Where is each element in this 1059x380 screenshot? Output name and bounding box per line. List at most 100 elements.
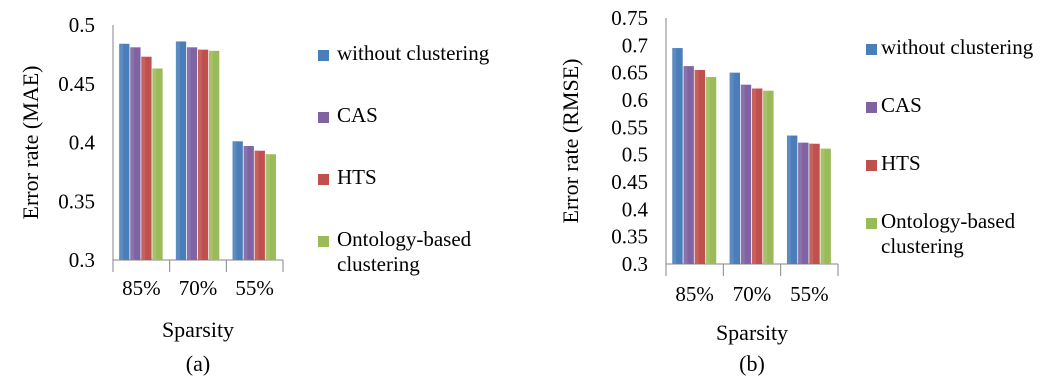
- chart-b: 0.3 0.35 0.4 0.45 0.5 0.55 0.6 0.65 0.7 0.75 85% 70…: [558, 6, 1034, 376]
- legend-label-line: without clustering: [881, 35, 1034, 59]
- bar-2: [683, 66, 694, 265]
- x-axis-title: Sparsity: [162, 317, 234, 342]
- bar-2: [186, 47, 198, 261]
- bar-highlight: [198, 49, 202, 260]
- x-tick-label: 55%: [235, 276, 274, 300]
- bar-2: [740, 84, 752, 265]
- bar-4: [209, 50, 220, 260]
- bar-highlight: [130, 47, 135, 261]
- legend-label-line: without clustering: [337, 41, 490, 65]
- legend-label: without clustering: [337, 41, 490, 65]
- bar-highlight: [683, 66, 688, 265]
- x-axis-title: Sparsity: [716, 320, 788, 345]
- bar-highlight: [820, 148, 825, 264]
- bar-highlight: [705, 77, 710, 264]
- bar-2: [798, 142, 809, 264]
- bar-highlight: [763, 90, 768, 264]
- bar-highlight: [729, 72, 734, 265]
- legend-label: CAS: [881, 93, 922, 117]
- y-axis-title: Error rate (RMSE): [558, 59, 583, 224]
- bar-highlight: [141, 56, 146, 260]
- legend-swatch: [866, 102, 877, 113]
- chart-a: 0.3 0.35 0.4 0.45 0.5 85% 70% 55% Error rate (MA…: [18, 13, 490, 376]
- legend-label-line: HTS: [337, 165, 377, 189]
- legend-label: HTS: [881, 151, 921, 175]
- x-tick-label: 55%: [790, 282, 829, 306]
- bar-2: [243, 146, 254, 260]
- legend-swatch: [318, 112, 329, 123]
- y-tick-label: 0.4: [69, 131, 96, 155]
- legend-swatch: [866, 160, 877, 171]
- bar-highlight: [209, 50, 213, 260]
- bar-highlight: [672, 48, 677, 264]
- bar-highlight: [265, 154, 270, 260]
- y-tick-label: 0.6: [622, 88, 648, 112]
- legend-label-line: Ontology-based: [337, 227, 472, 251]
- bar-highlight: [232, 141, 237, 260]
- x-tick-label: 70%: [179, 276, 218, 300]
- bar-1: [672, 48, 683, 264]
- bar-1: [786, 135, 798, 264]
- bar-3: [254, 150, 265, 260]
- y-tick-label: 0.55: [611, 115, 648, 139]
- bar-highlight: [798, 142, 803, 264]
- y-axis-title: Error rate (MAE): [18, 66, 43, 220]
- y-tick-label: 0.4: [622, 197, 649, 221]
- legend-swatch: [318, 236, 329, 247]
- legend-label-line: Ontology-based: [881, 209, 1016, 233]
- bar-1: [119, 43, 130, 260]
- bar-highlight: [254, 150, 259, 260]
- y-tick-label: 0.45: [611, 170, 648, 194]
- legend-label: Ontology-based clustering: [337, 227, 472, 276]
- legend-label: CAS: [337, 103, 378, 127]
- legend-label-line: CAS: [881, 93, 922, 117]
- y-tick-label: 0.7: [622, 33, 648, 57]
- x-tick-label: 85%: [675, 282, 714, 306]
- bar-4: [705, 77, 717, 264]
- bar-3: [198, 49, 209, 260]
- bar-2: [130, 47, 141, 261]
- bar-highlight: [119, 43, 124, 260]
- legend-label: HTS: [337, 165, 377, 189]
- bar-1: [232, 141, 243, 260]
- bar-3: [141, 56, 152, 260]
- bar-1: [175, 41, 187, 261]
- bar-highlight: [752, 88, 756, 265]
- legend-label-line: clustering: [337, 252, 420, 276]
- bar-highlight: [243, 146, 248, 260]
- bar-highlight: [786, 135, 791, 264]
- bar-3: [752, 88, 763, 265]
- y-tick-label: 0.75: [611, 6, 648, 30]
- bar-4: [265, 154, 276, 260]
- y-tick-label: 0.35: [58, 189, 95, 213]
- figure-caption: (b): [739, 351, 765, 376]
- x-tick-label: 70%: [733, 282, 772, 306]
- x-tick-label: 85%: [122, 276, 161, 300]
- y-tick-label: 0.5: [69, 13, 95, 37]
- figure-caption: (a): [186, 351, 210, 376]
- y-tick-label: 0.65: [611, 61, 648, 85]
- legend-label-line: HTS: [881, 151, 921, 175]
- y-tick-label: 0.35: [611, 225, 648, 249]
- y-tick-label: 0.5: [622, 143, 648, 167]
- y-tick-label: 0.45: [58, 72, 95, 96]
- legend-swatch: [866, 44, 877, 55]
- bar-highlight: [809, 143, 814, 264]
- bar-4: [820, 148, 831, 264]
- legend-label-line: clustering: [881, 234, 964, 258]
- bar-4: [152, 68, 163, 260]
- legend-swatch: [318, 174, 329, 185]
- bar-highlight: [694, 69, 699, 264]
- bar-highlight: [186, 47, 191, 261]
- legend-label: Ontology-based clustering: [881, 209, 1016, 258]
- bar-3: [809, 143, 820, 264]
- bar-highlight: [175, 41, 180, 261]
- bar-highlight: [152, 68, 157, 260]
- y-tick-label: 0.3: [69, 248, 95, 272]
- bar-4: [763, 90, 774, 264]
- bar-3: [694, 69, 706, 264]
- legend-swatch: [318, 50, 329, 61]
- bar-highlight: [740, 84, 745, 265]
- bar-1: [729, 72, 741, 265]
